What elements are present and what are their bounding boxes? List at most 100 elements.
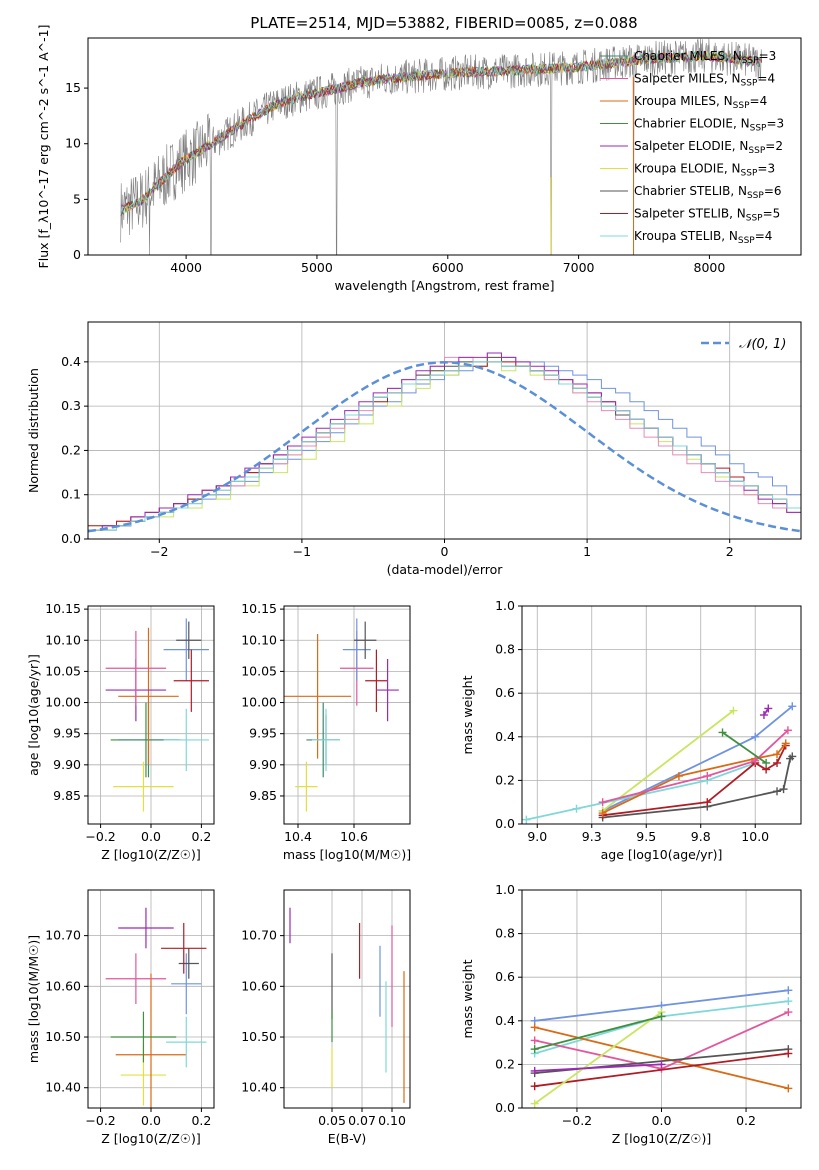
axes-frame <box>521 889 802 1109</box>
x-tick-label: 9.0 <box>527 829 547 844</box>
axes-frame <box>283 889 411 1109</box>
y-tick-label: 10.40 <box>45 1080 81 1095</box>
legend-entry: Kroupa MILES, NSSP=4 <box>634 94 767 111</box>
legend-count: =6 <box>764 184 782 198</box>
legend-subscript: SSP <box>748 146 765 156</box>
x-tick-label: −1 <box>293 544 311 559</box>
y-tick-label: 10.10 <box>241 632 277 647</box>
y-axis-label: Flux [f_λ10^-17 erg cm^-2 s^-1 A^-1] <box>36 25 51 269</box>
y-tick-label: 0.6 <box>495 969 515 984</box>
panel-cumulative-age: 9.0 9.3 9.5 9.8 10.0 0.0 0.2 0.4 0.6 0.8 1.0 age [l… <box>460 598 802 862</box>
legend-entry: Chabrier STELIB, NSSP=6 <box>634 184 782 201</box>
legend-entry: Salpeter MILES, NSSP=4 <box>634 72 775 89</box>
x-axis-label: wavelength [Angstrom, rest frame] <box>334 278 554 293</box>
x-tick-label: 0.2 <box>736 1113 756 1128</box>
x-tick-label: −0.2 <box>85 829 115 844</box>
legend-entry: Kroupa ELODIE, NSSP=3 <box>634 162 775 179</box>
plot-area <box>284 618 399 812</box>
legend-subscript: SSP <box>746 214 763 224</box>
y-tick-label: 10.50 <box>45 1029 81 1044</box>
y-tick-label: 5 <box>73 191 81 206</box>
y-tick-label: 0.2 <box>61 442 81 457</box>
legend-count: =2 <box>765 139 783 153</box>
y-axis-label: mass [log10(M/M☉)] <box>26 935 41 1063</box>
panel-spectrum: 4000 5000 6000 7000 8000 0 5 10 15 wavelength [An… <box>36 25 802 293</box>
x-tick-label: 0.0 <box>652 1113 672 1128</box>
y-tick-label: 10.05 <box>241 663 277 678</box>
legend-count: =4 <box>750 94 768 108</box>
y-tick-label: 9.85 <box>53 788 81 803</box>
x-tick-label: 5000 <box>301 260 333 275</box>
y-tick-label: 0.8 <box>495 642 515 657</box>
plot-area <box>522 702 797 824</box>
legend-entry: Salpeter ELODIE, NSSP=2 <box>634 139 783 156</box>
y-tick-label: 15 <box>65 80 81 95</box>
plot-area <box>289 907 405 1103</box>
legend-entry: 𝒩(0, 1) <box>739 337 786 352</box>
y-tick-label: 10.60 <box>45 978 81 993</box>
y-tick-label: 10.50 <box>241 1029 277 1044</box>
cumulative-line <box>534 1052 789 1088</box>
axes-frame <box>87 321 802 540</box>
x-axis-label: age [log10(age/yr)] <box>601 847 723 862</box>
x-axis-label: E(B-V) <box>328 1131 367 1146</box>
axes-frame <box>521 605 802 825</box>
y-tick-label: 0.4 <box>61 354 81 369</box>
y-tick-label: 10.70 <box>45 928 81 943</box>
y-axis-label: mass weight <box>460 675 475 754</box>
spectrum-data-line <box>120 38 763 255</box>
x-tick-label: 9.5 <box>636 829 656 844</box>
panel-age-vs-mass: 10.4 10.6 9.85 9.90 9.95 10.00 10.05 10.10 10.15… <box>241 601 411 862</box>
y-tick-label: 9.90 <box>249 757 277 772</box>
plot-area <box>88 352 801 539</box>
y-tick-label: 10.05 <box>45 663 81 678</box>
y-tick-label: 0.1 <box>61 487 81 502</box>
legend-entry: Chabrier ELODIE, NSSP=3 <box>634 117 784 134</box>
plot-area <box>530 986 793 1108</box>
legend-count: =3 <box>757 162 775 176</box>
x-axis-label: (data-model)/error <box>387 562 504 577</box>
y-tick-label: 0.0 <box>495 1100 515 1115</box>
plot-area <box>105 618 209 812</box>
panel-mass-vs-z: −0.2 0.0 0.2 10.40 10.50 10.60 10.70 Z [log10(Z… <box>26 889 215 1146</box>
x-tick-label: 0 <box>441 544 449 559</box>
legend-entry: Chabrier MILES, NSSP=3 <box>634 49 776 66</box>
x-tick-label: 7000 <box>563 260 595 275</box>
cumulative-line <box>602 709 734 812</box>
x-axis-label: Z [log10(Z/Z☉)] <box>612 1131 712 1146</box>
x-tick-label: 0.05 <box>318 1113 346 1128</box>
y-tick-label: 10.15 <box>241 601 277 616</box>
x-tick-label: −0.2 <box>562 1113 592 1128</box>
legend: Chabrier MILES, NSSP=3 Salpeter MILES, NS… <box>600 49 784 246</box>
y-tick-label: 0.4 <box>495 729 515 744</box>
x-tick-label: 1 <box>583 544 591 559</box>
y-tick-label: 10.70 <box>241 928 277 943</box>
legend-count: =3 <box>766 117 784 131</box>
x-tick-label: 4000 <box>170 260 202 275</box>
histogram-series <box>88 356 801 539</box>
y-tick-label: 10.40 <box>241 1080 277 1095</box>
x-axis-label: mass [log10(M/M☉)] <box>283 847 411 862</box>
y-axis-label: Normed distribution <box>26 368 41 493</box>
x-tick-label: 9.8 <box>691 829 711 844</box>
y-tick-label: 9.90 <box>53 757 81 772</box>
y-tick-label: 1.0 <box>495 882 515 897</box>
legend-subscript: SSP <box>733 101 750 111</box>
plot-area <box>120 38 763 255</box>
x-tick-label: 10.0 <box>741 829 769 844</box>
legend-subscript: SSP <box>742 56 759 66</box>
y-tick-label: 10.00 <box>241 695 277 710</box>
panel-age-vs-z: −0.2 0.0 0.2 9.85 9.90 9.95 10.00 10.05 10.10 10.… <box>26 601 215 862</box>
y-tick-label: 10 <box>65 136 81 151</box>
x-tick-label: −2 <box>150 544 168 559</box>
cumulative-line <box>602 729 789 804</box>
y-axis-label: age [log10(age/yr)] <box>26 654 41 776</box>
y-tick-label: 0.2 <box>495 1056 515 1071</box>
x-tick-label: 9.3 <box>582 829 602 844</box>
x-tick-label: 6000 <box>432 260 464 275</box>
legend-count: =3 <box>759 49 777 63</box>
x-tick-label: 0.0 <box>141 829 161 844</box>
y-tick-label: 0.6 <box>495 685 515 700</box>
cumulative-line <box>534 1011 663 1105</box>
